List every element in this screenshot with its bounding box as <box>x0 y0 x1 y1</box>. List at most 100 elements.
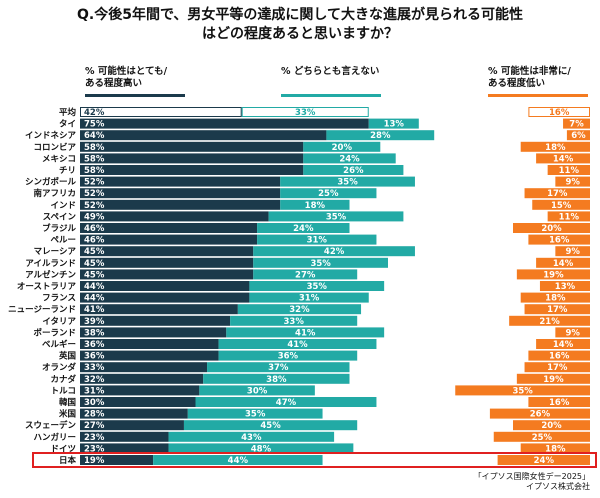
data-label-low: 14% <box>553 259 574 269</box>
bar-low <box>547 165 590 175</box>
bar-low <box>455 385 590 396</box>
data-label-low: 11% <box>559 212 580 222</box>
category-label: インド <box>50 201 76 211</box>
data-label-low: 11% <box>559 166 580 176</box>
data-label-neutral: 24% <box>339 154 360 164</box>
bar-low <box>566 130 590 141</box>
data-label-high: 36% <box>84 340 105 350</box>
bar-low <box>532 199 590 210</box>
bar-high <box>80 281 250 291</box>
data-label-low: 16% <box>549 236 570 246</box>
data-label-low: 19% <box>543 375 564 385</box>
bar-high <box>80 455 154 465</box>
data-label-high: 44% <box>84 282 105 292</box>
data-label-neutral: 36% <box>278 352 299 362</box>
chart-title-line2: はどの程度あると思いますか？ <box>202 26 398 42</box>
data-label-high: 58% <box>84 154 105 164</box>
bar-low <box>528 234 590 245</box>
category-label: ポーランド <box>33 327 76 338</box>
bar-high <box>80 327 227 338</box>
data-label-high: 44% <box>84 294 105 304</box>
category-label: イタリア <box>42 316 76 327</box>
bar-low <box>489 408 590 419</box>
source-line1: 「イプソス国際女性デー2025」 <box>473 472 590 481</box>
data-label-low: 16% <box>549 398 570 408</box>
category-label: 南アフリカ <box>33 188 76 199</box>
bar-neutral <box>257 223 350 233</box>
legend-high-line2: ある程度高い <box>85 78 143 89</box>
bar-low <box>493 431 590 442</box>
bar-neutral <box>199 385 315 396</box>
data-label-low: 9% <box>565 178 580 188</box>
category-label: 日本 <box>59 455 77 466</box>
bar-neutral <box>230 315 358 326</box>
data-label-high: 23% <box>84 444 105 454</box>
source-line2: イプソス株式会社 <box>526 482 590 491</box>
bar-neutral <box>187 408 323 419</box>
bar-neutral <box>303 153 396 164</box>
bar-neutral <box>195 397 377 407</box>
bar-high <box>80 304 238 315</box>
category-label: タイ <box>59 119 76 130</box>
legend-low-line2: ある程度低い <box>488 78 546 89</box>
data-label-high: 58% <box>84 166 105 176</box>
data-label-neutral: 37% <box>268 363 289 373</box>
data-label-low: 13% <box>555 282 576 292</box>
bar-neutral <box>368 118 419 129</box>
category-label: ペルー <box>50 236 76 246</box>
data-label-low: 20% <box>541 224 562 234</box>
category-label: オーストラリア <box>17 282 77 292</box>
category-label: スウェーデン <box>25 420 77 431</box>
data-label-neutral: 38% <box>266 375 287 385</box>
data-label-high: 45% <box>84 270 105 280</box>
data-label-high: 46% <box>84 236 105 246</box>
bar-high <box>80 107 242 117</box>
data-label-low: 16% <box>549 108 570 118</box>
bar-high <box>80 188 281 199</box>
legend-low: % 可能性は非常に/ ある程度低い <box>488 66 593 90</box>
category-label: アルゼンチン <box>25 269 76 280</box>
data-label-high: 32% <box>84 375 105 385</box>
category-label: スペイン <box>43 212 77 222</box>
bar-neutral <box>203 373 350 384</box>
bar-neutral <box>183 420 358 431</box>
data-label-neutral: 41% <box>287 340 308 350</box>
data-label-low: 21% <box>539 317 560 327</box>
data-label-high: 38% <box>84 328 105 338</box>
data-label-high: 58% <box>84 143 105 153</box>
bar-low <box>524 188 590 199</box>
bar-neutral <box>153 455 323 465</box>
bar-high <box>80 397 196 407</box>
category-label: カナダ <box>50 374 76 385</box>
bar-low <box>497 455 590 465</box>
data-label-high: 23% <box>84 433 105 443</box>
bar-low <box>539 281 590 291</box>
data-label-high: 75% <box>84 120 105 130</box>
data-label-neutral: 28% <box>370 131 391 141</box>
data-label-low: 18% <box>545 143 566 153</box>
data-label-high: 49% <box>84 212 105 222</box>
bar-high <box>80 443 169 454</box>
bar-neutral <box>280 199 350 210</box>
bar-low <box>536 257 590 268</box>
bar-neutral <box>237 304 362 315</box>
bar-high <box>80 176 281 187</box>
legend-high-line1: % 可能性はとても/ <box>85 66 168 77</box>
legend-low-underline <box>488 94 588 97</box>
data-label-low: 18% <box>545 294 566 304</box>
data-label-neutral: 33% <box>295 108 316 118</box>
bar-low <box>513 420 590 431</box>
category-label: 米国 <box>59 409 76 420</box>
bar-high <box>80 141 304 152</box>
category-label: ベルギー <box>42 339 76 350</box>
data-label-low: 6% <box>571 131 586 141</box>
bar-low <box>555 246 590 257</box>
category-label: トルコ <box>51 386 76 396</box>
data-label-neutral: 27% <box>295 270 316 280</box>
category-label: チリ <box>59 166 76 176</box>
data-label-neutral: 25% <box>318 189 339 199</box>
data-label-neutral: 30% <box>247 386 268 396</box>
bar-high <box>80 199 281 210</box>
data-label-high: 33% <box>84 363 105 373</box>
